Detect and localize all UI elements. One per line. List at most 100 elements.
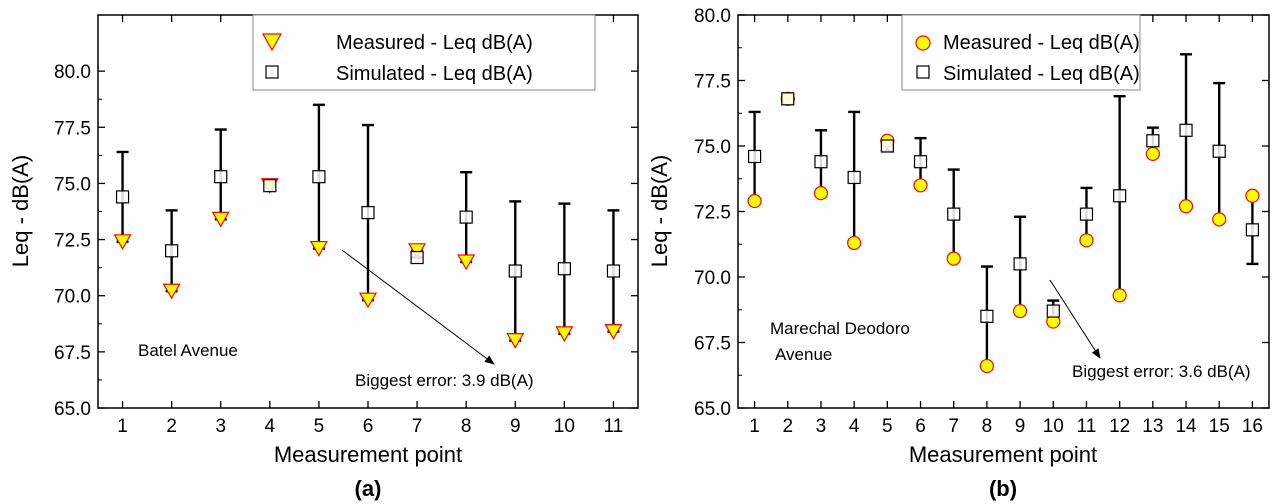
- measured-point: [358, 292, 378, 309]
- legend-label-measured: Measured - Leq dB(A): [336, 32, 533, 54]
- measured-point: [211, 211, 230, 228]
- panel-b-ticks: 65.067.570.072.575.077.580.01 2 3 4 5 6 7 8 9 10 1…: [694, 6, 1269, 437]
- y-tick-label: 75.0: [694, 137, 731, 158]
- x-tick-label: 2: [166, 416, 177, 437]
- x-tick-label: 16: [1242, 416, 1263, 437]
- measured-point: [1145, 146, 1160, 161]
- simulated-point: [1079, 207, 1094, 221]
- simulated-point: [1179, 123, 1193, 137]
- x-tick-label: 13: [1142, 416, 1163, 437]
- chart-panel-a: 65.0 67.5 70.0 72.5 75.0 77.5 80.0 1 2 3 4 5 6 7 8 9 10 1…: [8, 14, 639, 501]
- x-tick-label: 9: [510, 416, 521, 437]
- measured-point: [113, 234, 132, 251]
- legend-label-simulated: Simulated - Leq dB(A): [336, 63, 533, 85]
- x-axis-title: Measurement point: [909, 442, 1097, 467]
- x-tick-label: 4: [849, 416, 860, 437]
- simulated-point: [847, 170, 861, 185]
- simulated-point: [410, 250, 424, 265]
- error-annotation-arrow: [341, 249, 495, 365]
- simulated-point: [361, 206, 375, 220]
- x-tick-label: 3: [816, 416, 827, 437]
- measured-point: [1178, 199, 1194, 214]
- measured-point: [1012, 303, 1028, 319]
- panel-label: (b): [989, 476, 1017, 501]
- simulated-point: [1212, 144, 1226, 158]
- legend: Measured - Leq dB(A) Simulated - Leq dB(…: [901, 14, 1141, 91]
- x-tick-label: 10: [554, 416, 575, 437]
- simulated-point: [557, 262, 571, 276]
- x-axis-title: Measurement point: [274, 442, 462, 467]
- measured-point: [747, 193, 762, 209]
- simulated-point: [1146, 134, 1160, 148]
- simulated-point: [606, 264, 621, 278]
- y-tick-label: 70.0: [54, 287, 91, 308]
- simulated-point: [459, 210, 473, 224]
- simulated-point: [1013, 257, 1027, 271]
- panel-a-ticks: 65.0 67.5 70.0 72.5 75.0 77.5 80.0 1 2 3 4 5 6 7 8 9 10 1…: [54, 15, 638, 437]
- biggest-error-annotation: Biggest error: 3.6 dB(A): [1072, 362, 1251, 381]
- simulated-point: [1046, 304, 1060, 318]
- legend-label-simulated: Simulated - Leq dB(A): [943, 63, 1140, 85]
- legend-circle-marker: [915, 35, 931, 51]
- x-tick-label: 5: [882, 416, 893, 437]
- measured-point: [913, 178, 928, 193]
- street-name-annotation-line2: Avenue: [775, 345, 832, 364]
- simulated-point: [508, 264, 522, 278]
- measured-point: [1079, 233, 1094, 248]
- panel-a-marks: [113, 103, 623, 349]
- measured-point: [162, 283, 181, 300]
- y-tick-label: 67.5: [54, 343, 91, 364]
- x-tick-label: 11: [1077, 416, 1097, 437]
- simulated-point: [1245, 223, 1260, 237]
- x-tick-label: 7: [948, 416, 959, 437]
- x-tick-label: 11: [604, 416, 624, 437]
- panel-b-marks: [747, 53, 1260, 374]
- x-tick-label: 4: [265, 416, 276, 437]
- x-tick-label: 15: [1209, 416, 1230, 437]
- simulated-point: [814, 155, 828, 169]
- measured-point: [604, 324, 623, 340]
- y-tick-label: 77.5: [54, 118, 91, 139]
- simulated-point: [115, 190, 130, 204]
- x-tick-label: 10: [1043, 416, 1064, 437]
- legend-box: [901, 14, 1141, 91]
- measured-point: [946, 251, 961, 266]
- x-tick-label: 1: [117, 416, 128, 437]
- simulated-point: [781, 92, 795, 106]
- x-tick-label: 6: [363, 416, 374, 437]
- y-tick-label: 80.0: [54, 62, 91, 83]
- y-tick-label: 70.0: [694, 268, 731, 289]
- measured-point: [1245, 188, 1260, 203]
- x-tick-label: 6: [915, 416, 926, 437]
- simulated-point: [165, 244, 179, 258]
- measured-point: [979, 358, 995, 374]
- y-tick-label: 65.0: [54, 399, 91, 420]
- y-tick-label: 72.5: [694, 203, 731, 224]
- measured-point: [408, 243, 427, 260]
- simulated-point: [747, 149, 762, 164]
- simulated-point: [880, 139, 894, 153]
- street-name-annotation-line1: Marechal Deodoro: [770, 319, 910, 338]
- simulated-point: [913, 155, 928, 169]
- x-tick-label: 9: [1015, 416, 1026, 437]
- y-tick-label: 77.5: [694, 72, 731, 93]
- simulated-point: [947, 207, 961, 221]
- x-tick-label: 2: [782, 416, 793, 437]
- legend-triangle-marker: [261, 33, 283, 52]
- simulated-point: [312, 170, 326, 184]
- y-axis-title: Leq - dB(A): [647, 155, 672, 268]
- measured-point: [813, 186, 829, 201]
- chart-panel-b: 65.067.570.072.575.077.580.01 2 3 4 5 6 7 8 9 10 1…: [647, 6, 1270, 501]
- y-tick-label: 72.5: [54, 231, 91, 252]
- measured-point: [555, 326, 574, 343]
- y-tick-label: 65.0: [694, 399, 731, 420]
- measured-point: [1112, 288, 1127, 303]
- legend-label-measured: Measured - Leq dB(A): [943, 32, 1140, 54]
- x-tick-label: 12: [1109, 416, 1130, 437]
- x-tick-label: 14: [1175, 416, 1197, 437]
- panel-label: (a): [355, 476, 382, 501]
- x-tick-label: 7: [412, 416, 423, 437]
- x-tick-label: 8: [982, 416, 993, 437]
- legend-square-marker: [916, 65, 930, 79]
